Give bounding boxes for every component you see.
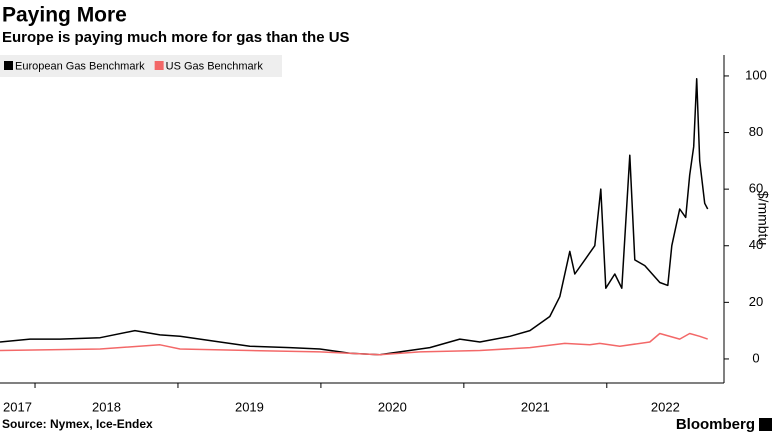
source: Source: Nymex, Ice-Endex: [2, 417, 153, 431]
y-tick-label: 0: [752, 350, 759, 365]
x-tick-label: 2017: [3, 399, 32, 414]
chart-subtitle: Europe is paying much more for gas than …: [2, 29, 350, 46]
brand: Bloomberg: [676, 416, 755, 433]
y-tick-label: 20: [749, 294, 763, 309]
y-tick-label: 80: [749, 124, 763, 139]
y-tick-label: 40: [749, 237, 763, 252]
series-line: [0, 332, 708, 356]
x-tick-label: 2021: [521, 399, 550, 414]
legend-label: European Gas Benchmark: [15, 60, 145, 72]
x-tick-label: 2018: [92, 399, 121, 414]
legend-label: US Gas Benchmark: [166, 60, 264, 72]
x-tick-label: 2020: [378, 399, 407, 414]
legend-background: [0, 55, 282, 77]
y-axis-label: $/mmbtu: [755, 191, 771, 245]
legend-swatch: [4, 61, 13, 70]
y-tick-label: 100: [745, 67, 767, 82]
legend-swatch: [154, 61, 164, 70]
brand-icon: [759, 418, 772, 431]
chart-title: Paying More: [2, 4, 127, 27]
series-line: [0, 78, 709, 356]
y-tick-label: 60: [749, 181, 763, 196]
x-tick-label: 2022: [651, 399, 680, 414]
x-tick-label: 2019: [235, 399, 264, 414]
legend: European Gas Benchmark US Gas Benchmark: [0, 55, 282, 77]
